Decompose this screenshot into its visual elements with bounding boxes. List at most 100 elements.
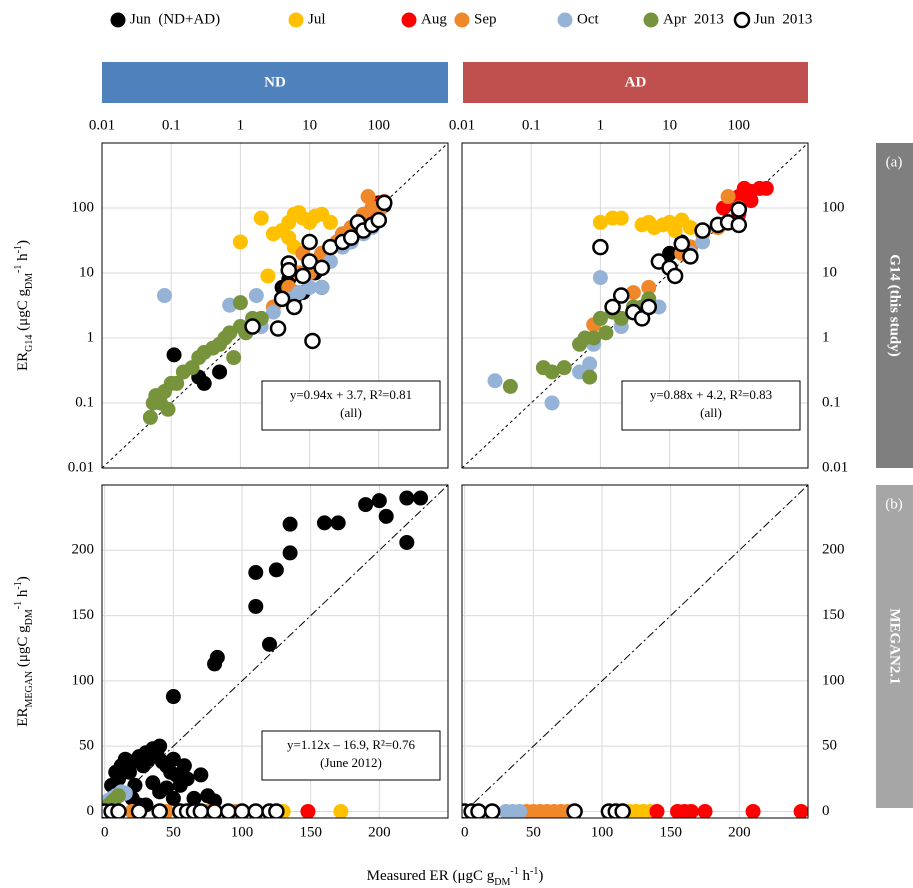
side-tag: (b) xyxy=(885,496,903,512)
point xyxy=(592,270,608,286)
point xyxy=(470,803,487,818)
axis-title-part: G14 xyxy=(24,335,35,352)
y-tick-label: 0.1 xyxy=(75,394,94,410)
point xyxy=(376,194,393,212)
axis-title-part: -1 xyxy=(530,866,538,877)
legend-marker xyxy=(454,12,470,28)
point xyxy=(666,267,684,285)
point xyxy=(145,775,161,791)
y-tick-label: 200 xyxy=(822,542,845,558)
point xyxy=(179,771,195,787)
legend-label: Apr 2013 xyxy=(663,11,724,27)
point xyxy=(697,803,713,818)
point xyxy=(330,515,346,531)
legend-label: Jun 2013 xyxy=(754,11,812,27)
x-tick-label: 0.01 xyxy=(89,117,115,133)
point xyxy=(758,180,774,196)
point xyxy=(343,229,360,246)
plot-frame xyxy=(461,142,809,469)
point xyxy=(166,347,182,363)
point xyxy=(247,803,265,818)
x-tick-label: 10 xyxy=(302,117,317,133)
point xyxy=(169,375,185,391)
point xyxy=(268,803,285,818)
header-label: AD xyxy=(625,74,647,90)
point xyxy=(371,493,387,509)
point xyxy=(196,375,212,391)
y-tick-label: 0.01 xyxy=(822,459,848,475)
annotation-text: (all) xyxy=(340,405,362,420)
point xyxy=(333,803,349,818)
point xyxy=(217,330,233,346)
reference-line xyxy=(102,143,448,468)
axis-title-part: ER xyxy=(15,708,31,727)
axis-title-part: h xyxy=(15,253,31,265)
y-tick-label: 0 xyxy=(822,803,830,819)
axis-title-part: -1 xyxy=(13,601,24,609)
legend-marker xyxy=(733,11,751,29)
axis-title-part: -1 xyxy=(510,866,518,877)
x-tick-label: 0.1 xyxy=(522,117,541,133)
y-tick-label: 100 xyxy=(72,672,95,688)
x-tick-label: 1 xyxy=(237,117,245,133)
x-tick-label: 50 xyxy=(166,824,181,840)
point xyxy=(282,516,298,532)
plot-frame xyxy=(461,484,809,819)
axis-title-part: DM xyxy=(494,877,510,888)
y-tick-label: 150 xyxy=(72,607,95,623)
x-tick-label: 50 xyxy=(526,824,541,840)
axis-title-part: -1 xyxy=(13,581,24,589)
annotation-text: (June 2012) xyxy=(320,755,382,770)
point xyxy=(304,332,321,350)
point xyxy=(370,211,388,229)
point xyxy=(512,803,528,818)
x-tick-label: 0.1 xyxy=(162,117,181,133)
point xyxy=(502,378,518,394)
point xyxy=(260,268,276,284)
point xyxy=(683,803,699,818)
x-tick-label: 100 xyxy=(368,117,391,133)
point xyxy=(743,193,759,209)
x-tick-label: 10 xyxy=(662,117,677,133)
header-label: ND xyxy=(264,74,286,90)
axis-title-part: Measured ER (μgC g xyxy=(367,868,495,884)
y-tick-label: 100 xyxy=(72,199,95,215)
side-label: G14 (this study) xyxy=(887,254,903,357)
axis-title-part: DM xyxy=(24,609,35,625)
point xyxy=(582,356,598,372)
point xyxy=(300,803,316,818)
annotation-text: (all) xyxy=(700,405,722,420)
point xyxy=(248,598,264,614)
point xyxy=(160,401,176,417)
point xyxy=(212,364,228,380)
point xyxy=(640,298,658,316)
x-tick-label: 150 xyxy=(299,824,322,840)
legend-marker xyxy=(643,12,659,28)
axis-title: Measured ER (μgC gDM-1 h-1) xyxy=(367,866,544,888)
y-tick-label: 1 xyxy=(87,329,95,345)
point xyxy=(720,189,736,205)
axis-title-part: -1 xyxy=(13,265,24,273)
point xyxy=(592,238,609,256)
annotation-text: y=1.12x – 16.9, R²=0.76 xyxy=(287,737,415,752)
point xyxy=(110,788,126,804)
point xyxy=(566,803,583,818)
point xyxy=(556,360,572,376)
point xyxy=(592,310,608,326)
y-tick-label: 100 xyxy=(822,199,845,215)
legend-marker xyxy=(557,12,573,28)
x-tick-label: 200 xyxy=(728,824,751,840)
point xyxy=(232,234,248,250)
point xyxy=(165,751,181,767)
side-tag: (a) xyxy=(886,154,903,170)
y-tick-label: 0 xyxy=(87,803,95,819)
legend-marker xyxy=(288,12,304,28)
point xyxy=(694,222,711,239)
point xyxy=(413,490,429,506)
point xyxy=(152,738,168,754)
annotation-box xyxy=(621,380,801,431)
plot-frame xyxy=(101,484,449,819)
y-tick-label: 50 xyxy=(822,738,837,754)
point xyxy=(487,373,503,389)
